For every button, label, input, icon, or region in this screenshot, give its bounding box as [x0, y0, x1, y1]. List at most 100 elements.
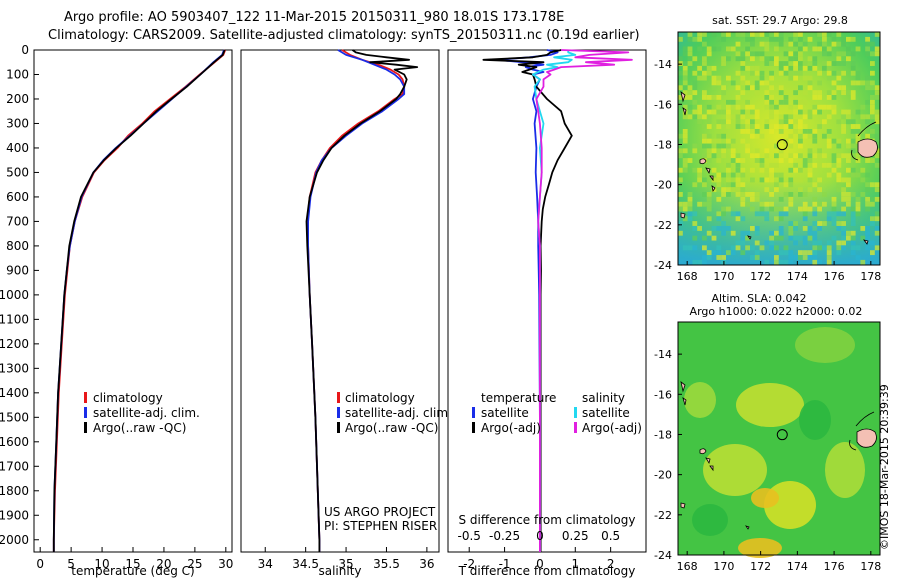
- sst-pixel: [802, 65, 808, 71]
- sst-pixel: [721, 226, 726, 231]
- sst-pixel: [788, 75, 794, 81]
- sst-pixel: [850, 211, 856, 217]
- sst-pixel: [802, 206, 808, 212]
- sst-pixel: [682, 70, 688, 76]
- series-line-argo_temperature: [482, 49, 573, 552]
- sst-pixel: [716, 245, 722, 251]
- sst-pixel: [874, 245, 880, 251]
- sst-pixel: [726, 187, 731, 193]
- sst-pixel: [774, 187, 779, 193]
- sst-pixel: [706, 119, 712, 125]
- sst-pixel: [802, 158, 808, 163]
- sst-pixel: [812, 61, 818, 66]
- sst-pixel: [759, 41, 765, 47]
- sst-pixel: [788, 235, 794, 241]
- legend-swatch-sat-salinity: [574, 407, 577, 418]
- sst-pixel: [687, 206, 693, 212]
- sst-pixel: [783, 211, 789, 217]
- sst-pixel: [807, 75, 813, 81]
- sst-pixel: [860, 192, 866, 197]
- sla-peak-patch: [738, 538, 782, 558]
- sst-pixel: [822, 133, 827, 139]
- series-line-argo: [52, 49, 226, 552]
- sst-pixel: [826, 95, 832, 100]
- sst-pixel: [692, 221, 698, 226]
- sst-pixel: [687, 61, 693, 66]
- sst-pixel: [721, 148, 726, 154]
- sst-pixel: [735, 70, 741, 76]
- sst-pixel: [874, 51, 880, 57]
- reef-outline: [849, 411, 875, 451]
- sst-pixel: [855, 124, 861, 129]
- map-y-tick-label: -16: [654, 98, 672, 111]
- sst-pixel: [836, 143, 842, 149]
- sst-pixel: [812, 95, 818, 100]
- sst-pixel: [740, 129, 746, 134]
- sst-pixel: [802, 255, 808, 260]
- sst-pixel: [692, 56, 698, 62]
- sst-pixel: [711, 167, 717, 173]
- sst-pixel: [678, 230, 683, 236]
- sst-pixel: [831, 206, 837, 212]
- sst-pixel: [769, 235, 774, 241]
- sst-pixel: [836, 153, 842, 159]
- sst-pixel: [788, 221, 794, 226]
- temperature-x-axis: 0 5 10 15 20 25 30: [36, 547, 233, 571]
- sst-pixel: [807, 172, 813, 178]
- sst-pixel: [874, 95, 880, 100]
- sst-pixel: [769, 172, 774, 178]
- sst-pixel: [687, 245, 693, 251]
- sst-pixel: [778, 216, 784, 222]
- sst-pixel: [716, 119, 722, 125]
- sst-pixel: [740, 158, 746, 163]
- sst-pixel: [750, 177, 755, 183]
- depth-tick-label: 100: [6, 67, 29, 81]
- sst-pixel: [769, 95, 774, 100]
- climatology-subtitle: Climatology: CARS2009. Satellite-adjuste…: [48, 28, 640, 43]
- sst-pixel: [740, 192, 746, 197]
- sst-pixel: [817, 46, 822, 52]
- sst-pixel: [798, 187, 803, 193]
- sst-pixel: [711, 153, 717, 159]
- sst-pixel: [702, 41, 707, 47]
- top-tick-label: 0: [536, 529, 544, 543]
- sst-pixel: [855, 109, 861, 115]
- sst-pixel: [841, 240, 846, 246]
- sst-pixel: [764, 32, 770, 37]
- sst-pixel: [774, 104, 779, 110]
- sst-pixel: [874, 187, 880, 193]
- sst-pixel: [817, 259, 822, 265]
- sst-pixel: [745, 143, 750, 149]
- legend-label-satellite: satellite-adj. clim.: [93, 406, 200, 420]
- x-tick-label: 35: [338, 557, 353, 571]
- sst-pixel: [678, 133, 683, 139]
- sst-pixel: [846, 138, 851, 144]
- sst-pixel: [802, 41, 808, 47]
- sst-pixel: [678, 99, 683, 105]
- map-y-tick-label: -16: [654, 388, 672, 401]
- sst-pixel: [836, 172, 842, 178]
- sst-pixel: [721, 143, 726, 149]
- sst-pixel: [788, 153, 794, 159]
- sst-pixel: [740, 235, 746, 241]
- sst-pixel: [826, 255, 832, 260]
- sst-pixel: [759, 133, 765, 139]
- sst-pixel: [812, 162, 818, 168]
- sst-pixel: [682, 65, 688, 71]
- x-tick-label: 0: [36, 557, 44, 571]
- sst-pixel: [822, 153, 827, 159]
- sst-pixel: [706, 138, 712, 144]
- sst-pixel: [836, 250, 842, 256]
- sst-pixel: [702, 259, 707, 265]
- sst-pixel: [769, 230, 774, 236]
- sst-pixel: [687, 46, 693, 52]
- sst-pixel: [841, 114, 846, 120]
- sst-pixel: [870, 114, 875, 120]
- sst-pixel: [726, 99, 731, 105]
- sst-pixel: [865, 187, 870, 193]
- sst-pixel: [793, 167, 798, 173]
- sst-pixel: [865, 206, 870, 212]
- sla-high-patch: [825, 442, 865, 498]
- sst-pixel: [735, 216, 741, 222]
- sst-pixel: [783, 41, 789, 47]
